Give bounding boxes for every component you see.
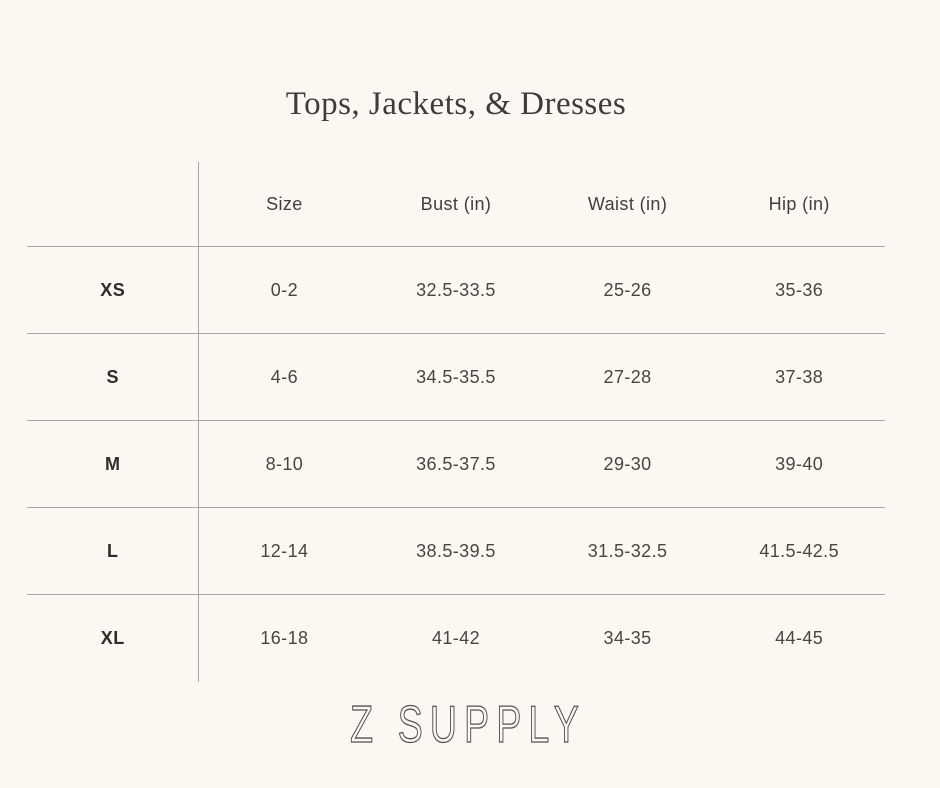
waist-value: 25-26 <box>603 279 652 300</box>
brand-logo: Z SUPPLY <box>39 693 897 757</box>
hip-value: 41.5-42.5 <box>759 540 839 561</box>
bust-value: 41-42 <box>431 628 480 648</box>
size-table: Size Bust (in) Waist (in) Hip (in) XS 0-… <box>27 162 885 682</box>
size-value: 4-6 <box>270 366 298 387</box>
size-value: 16-18 <box>260 628 309 648</box>
page-title: Tops, Jackets, & Dresses <box>285 86 627 122</box>
column-header-waist: Waist (in) <box>587 193 668 214</box>
size-label: S <box>106 366 120 387</box>
size-label: XL <box>100 628 125 648</box>
size-label: L <box>106 540 119 561</box>
hip-value: 44-45 <box>775 628 824 648</box>
waist-value: 29-30 <box>603 453 652 474</box>
brand-logo-text: Z SUPPLY <box>350 695 586 754</box>
bust-value: 38.5-39.5 <box>416 540 496 561</box>
table-row: L 12-14 38.5-39.5 31.5-32.5 41.5-42.5 <box>27 508 885 595</box>
hip-value: 35-36 <box>775 279 824 300</box>
waist-value: 34-35 <box>603 628 652 648</box>
hip-value: 39-40 <box>775 453 824 474</box>
waist-value: 31.5-32.5 <box>587 540 668 561</box>
size-value: 12-14 <box>260 540 309 561</box>
column-header-blank <box>27 162 199 246</box>
size-label: M <box>104 453 121 474</box>
table-row: S 4-6 34.5-35.5 27-28 37-38 <box>27 334 885 421</box>
column-header-size: Size <box>266 193 303 214</box>
column-header-bust: Bust (in) <box>420 193 492 214</box>
size-value: 8-10 <box>265 453 304 474</box>
table-vertical-divider <box>198 162 199 682</box>
bust-value: 32.5-33.5 <box>416 279 496 300</box>
size-label: XS <box>100 279 126 300</box>
table-row: M 8-10 36.5-37.5 29-30 39-40 <box>27 421 885 508</box>
bust-value: 36.5-37.5 <box>416 453 496 474</box>
bust-value: 34.5-35.5 <box>416 366 496 387</box>
table-row: XS 0-2 32.5-33.5 25-26 35-36 <box>27 247 885 334</box>
hip-value: 37-38 <box>775 366 824 387</box>
brand-logo-svg: Z SUPPLY <box>350 694 586 754</box>
size-value: 0-2 <box>270 279 298 300</box>
table-row: XL 16-18 41-42 34-35 44-45 <box>27 595 885 682</box>
column-header-hip: Hip (in) <box>768 193 830 214</box>
content-area: Tops, Jackets, & Dresses Size Bust (in) … <box>27 0 885 788</box>
waist-value: 27-28 <box>603 366 652 387</box>
table-header-row: Size Bust (in) Waist (in) Hip (in) <box>27 162 885 247</box>
